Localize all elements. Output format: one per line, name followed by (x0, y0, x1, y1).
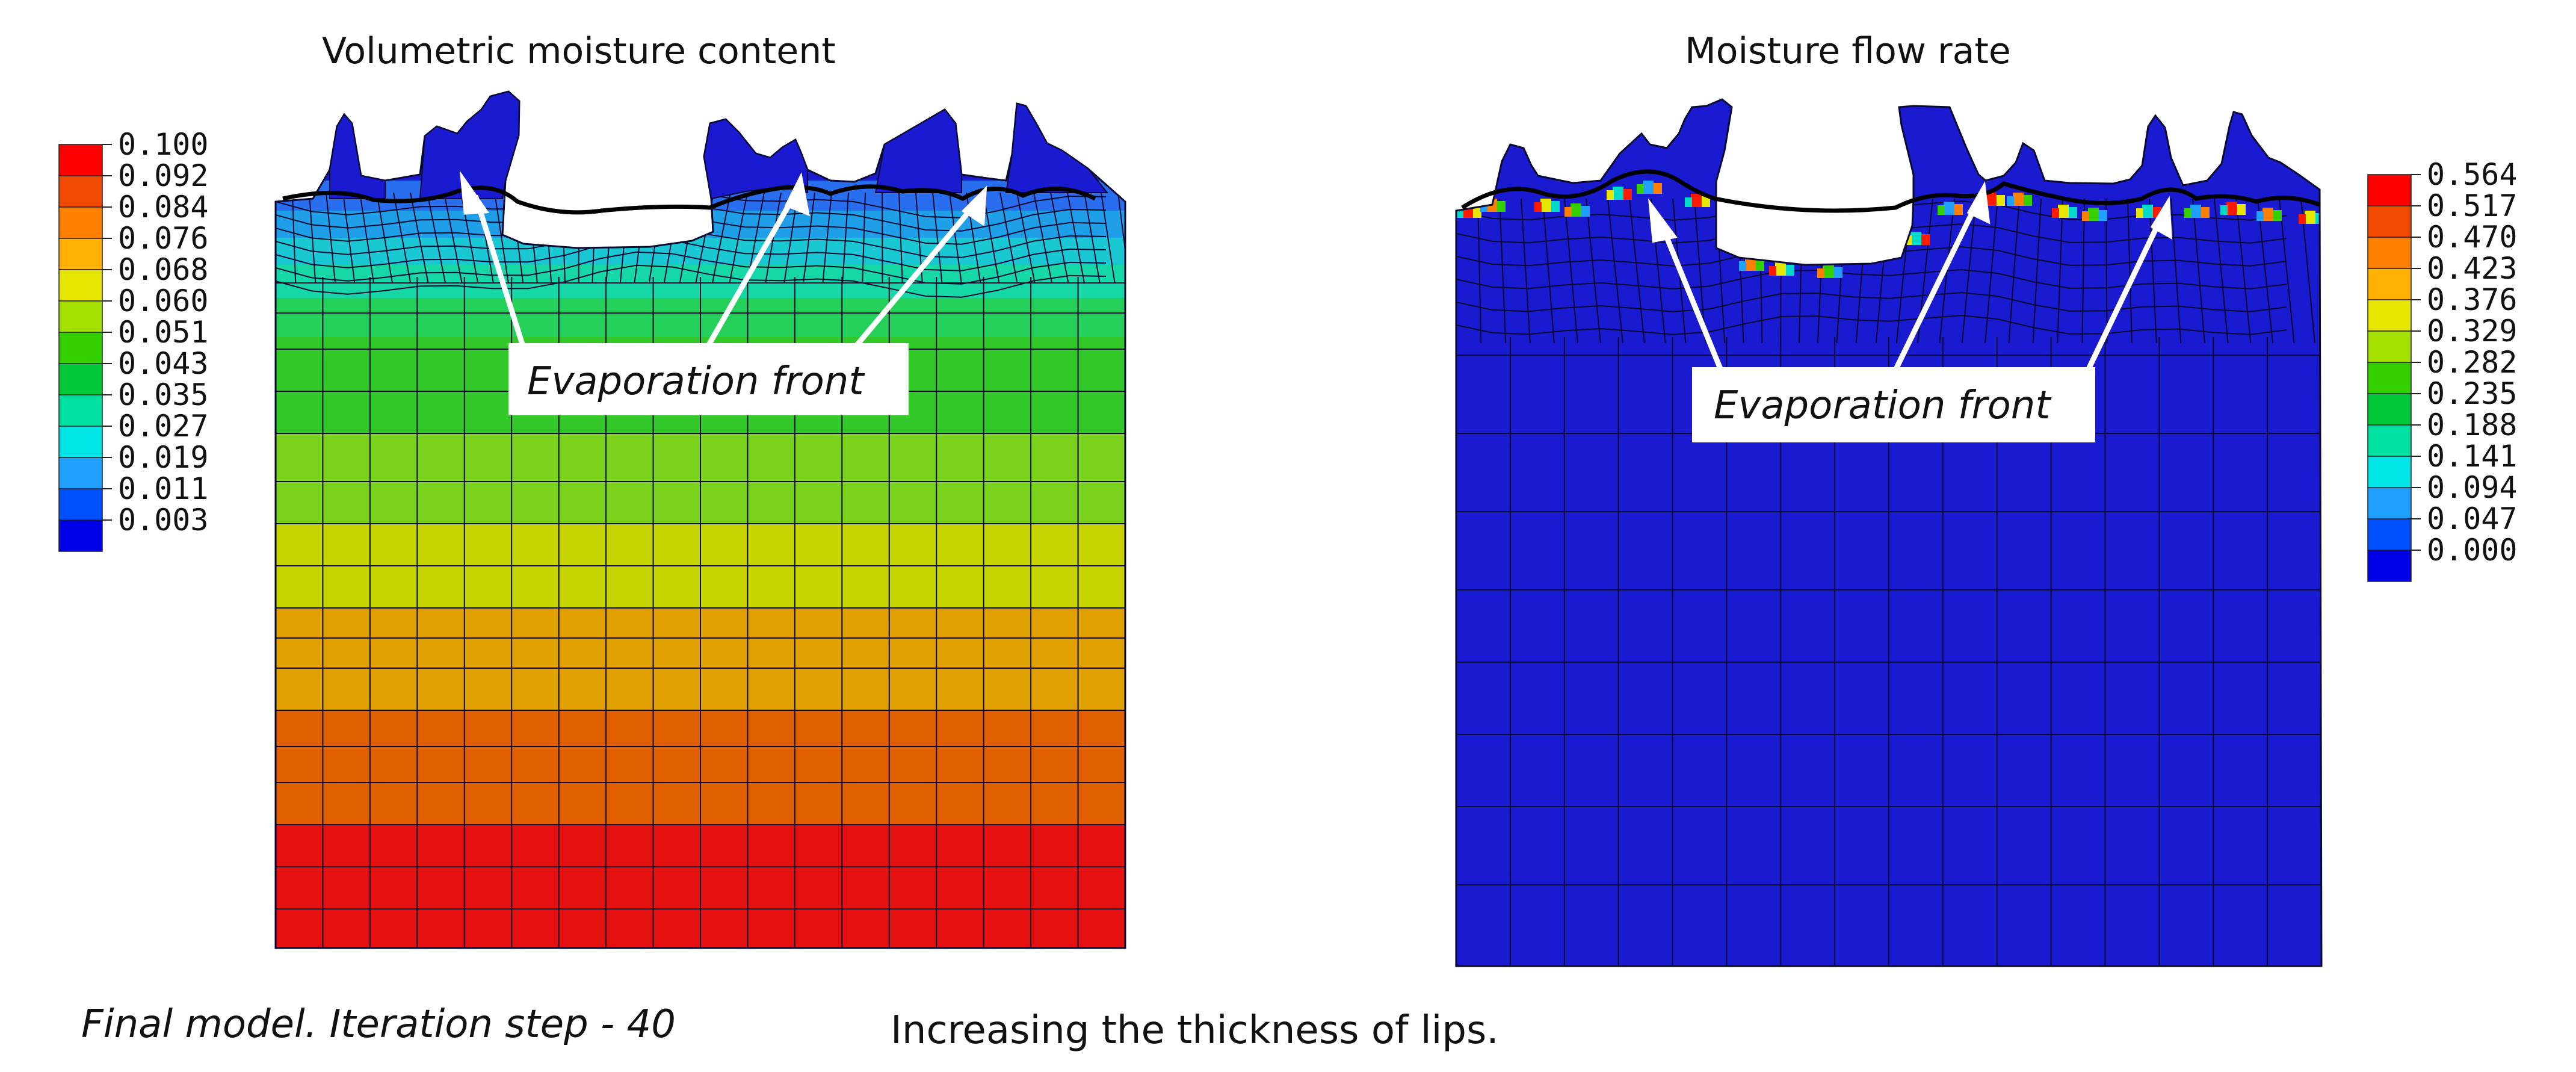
legend-label: 0.027 (118, 409, 209, 444)
legend-label: 0.011 (118, 471, 209, 506)
left-panel-title: Volumetric moisture content (322, 30, 836, 72)
legend-swatch (58, 144, 103, 176)
legend-label: 0.060 (118, 283, 209, 318)
legend-label: 0.000 (2427, 533, 2518, 568)
moisture-content-model (276, 91, 1125, 948)
legend-swatch (58, 332, 103, 364)
legend-label: 0.043 (118, 346, 209, 381)
legend-label: 0.376 (2427, 282, 2518, 317)
legend-swatch (2367, 487, 2412, 519)
right-annotation-label: Evaporation front (1714, 383, 2052, 428)
right-caption: Increasing the thickness of lips. (891, 1008, 1499, 1053)
legend-label: 0.051 (118, 315, 209, 350)
left-annotation-box (508, 343, 909, 415)
right-evaporation-front (1461, 169, 2321, 213)
legend-label: 0.329 (2427, 314, 2518, 349)
legend-swatch (58, 394, 103, 427)
legend-swatch (58, 457, 103, 489)
left-color-legend: 0.1000.0920.0840.0760.0680.0600.0510.043… (58, 127, 209, 552)
legend-swatch (2367, 424, 2412, 457)
left-evaporation-front (282, 184, 1096, 215)
left-caption: Final model. Iteration step - 40 (81, 1002, 676, 1047)
legend-swatch (58, 488, 103, 521)
legend-label: 0.084 (118, 190, 209, 225)
legend-swatch (2367, 174, 2412, 206)
moisture-flow-model (1456, 99, 2321, 966)
right-annotation-box (1692, 367, 2095, 442)
legend-swatch (2367, 237, 2412, 269)
legend-label: 0.092 (118, 158, 209, 193)
right-annotation: Evaporation front (1648, 181, 2172, 442)
legend-label: 0.076 (118, 221, 209, 256)
legend-swatch (58, 519, 103, 552)
legend-swatch (2367, 393, 2412, 426)
legend-swatch (2367, 362, 2412, 394)
legend-swatch (2367, 299, 2412, 332)
legend-label: 0.470 (2427, 220, 2518, 255)
right-panel-title: Moisture flow rate (1685, 30, 2011, 72)
legend-label: 0.141 (2427, 439, 2518, 474)
legend-label: 0.564 (2427, 157, 2518, 192)
legend-swatch (2367, 268, 2412, 300)
legend-swatch (58, 269, 103, 302)
legend-label: 0.100 (118, 127, 209, 162)
legend-label: 0.047 (2427, 501, 2518, 536)
legend-swatch (2367, 456, 2412, 488)
right-color-legend: 0.5640.5170.4700.4230.3760.3290.2820.235… (2367, 157, 2518, 582)
legend-swatch (2367, 330, 2412, 363)
legend-label: 0.188 (2427, 407, 2518, 442)
legend-swatch (58, 206, 103, 239)
legend-label: 0.282 (2427, 345, 2518, 380)
legend-label: 0.068 (118, 252, 209, 287)
legend-label: 0.423 (2427, 251, 2518, 286)
legend-label: 0.003 (118, 503, 209, 538)
legend-label: 0.019 (118, 440, 209, 475)
legend-swatch (2367, 518, 2412, 551)
left-annotation-label: Evaporation front (527, 359, 865, 404)
left-annotation: Evaporation front (459, 170, 987, 415)
legend-label: 0.235 (2427, 376, 2518, 411)
legend-swatch (58, 300, 103, 333)
legend-swatch (2367, 550, 2412, 582)
legend-swatch (2367, 205, 2412, 238)
legend-swatch (58, 175, 103, 208)
legend-label: 0.094 (2427, 470, 2518, 505)
legend-swatch (58, 238, 103, 270)
legend-swatch (58, 426, 103, 458)
legend-label: 0.517 (2427, 188, 2518, 223)
legend-label: 0.035 (118, 377, 209, 412)
legend-swatch (58, 363, 103, 395)
